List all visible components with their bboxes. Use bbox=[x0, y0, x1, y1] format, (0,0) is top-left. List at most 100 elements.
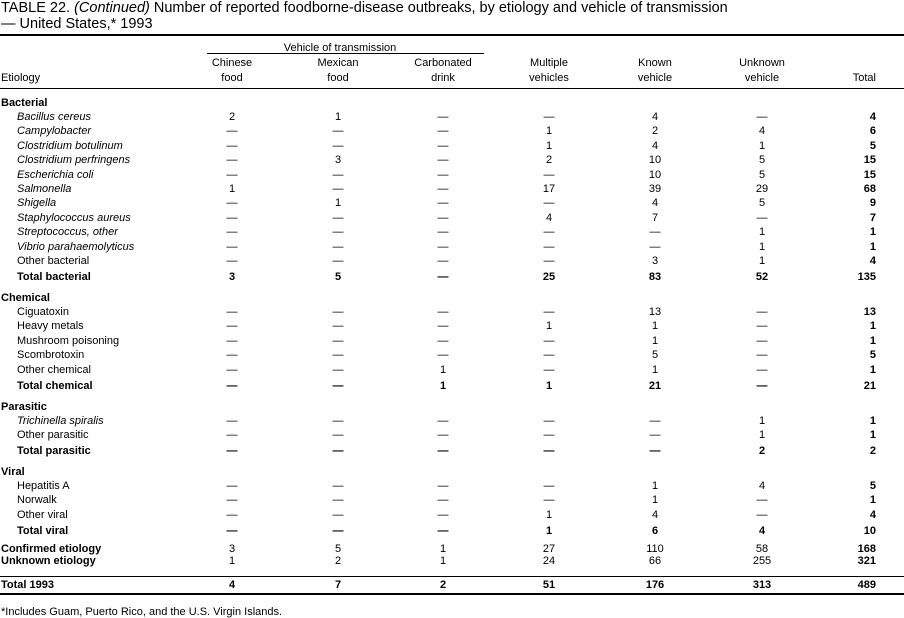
column-header: Mexican bbox=[317, 57, 359, 69]
cell: — bbox=[437, 494, 449, 507]
cell: 1 bbox=[758, 139, 766, 152]
cell: 4 bbox=[651, 197, 659, 210]
cell: — bbox=[226, 125, 238, 138]
cell: 15 bbox=[863, 154, 876, 167]
cell: 4 bbox=[869, 111, 876, 123]
column-header: vehicle bbox=[744, 72, 780, 84]
cell: — bbox=[332, 240, 344, 253]
cell: — bbox=[543, 111, 555, 123]
cell: 13 bbox=[863, 306, 876, 318]
cell: — bbox=[649, 414, 661, 427]
cell: 39 bbox=[648, 183, 662, 195]
cell: 1 bbox=[651, 363, 659, 376]
row-label: Vibrio parahaemolyticus bbox=[17, 240, 135, 253]
cell: 5 bbox=[758, 197, 766, 210]
cell: 13 bbox=[648, 306, 662, 318]
cell: 1 bbox=[869, 226, 876, 239]
cell: 15 bbox=[863, 168, 876, 181]
group-rule bbox=[207, 53, 484, 54]
cell: — bbox=[332, 445, 344, 457]
cell: 58 bbox=[755, 542, 769, 555]
row-label: Heavy metals bbox=[17, 320, 84, 333]
row-label: Clostridium botulinum bbox=[17, 139, 123, 152]
cell: — bbox=[543, 445, 555, 457]
cell: — bbox=[332, 320, 344, 333]
cell: 313 bbox=[752, 579, 772, 591]
cell: 83 bbox=[648, 271, 662, 283]
cell: 321 bbox=[857, 554, 876, 567]
cell: — bbox=[756, 211, 768, 224]
cell: — bbox=[332, 168, 344, 181]
cell: 1 bbox=[439, 554, 447, 567]
cell: — bbox=[756, 334, 768, 347]
cell: — bbox=[226, 363, 238, 376]
cell: 1 bbox=[545, 320, 553, 333]
cell: 4 bbox=[651, 111, 659, 123]
column-header: drink bbox=[431, 72, 455, 84]
cell: 1 bbox=[545, 125, 553, 138]
cell: — bbox=[437, 271, 449, 283]
cell: 1 bbox=[228, 183, 236, 195]
column-header: Total bbox=[852, 72, 876, 84]
cell: 5 bbox=[869, 139, 876, 152]
top-rule bbox=[0, 34, 904, 36]
cell: 1 bbox=[651, 320, 659, 333]
continued: (Continued) bbox=[74, 0, 150, 16]
cell: — bbox=[437, 508, 449, 521]
cell: — bbox=[437, 226, 449, 239]
cell: — bbox=[332, 524, 344, 537]
cell: — bbox=[332, 306, 344, 318]
cell: 1 bbox=[651, 334, 659, 347]
cell: 27 bbox=[542, 542, 556, 555]
cell: — bbox=[543, 306, 555, 318]
cell: 1 bbox=[869, 320, 876, 333]
column-header: vehicle bbox=[637, 72, 673, 84]
cell: 1 bbox=[545, 508, 553, 521]
cell: — bbox=[543, 363, 555, 376]
cell: — bbox=[437, 240, 449, 253]
cell: — bbox=[756, 508, 768, 521]
column-header: food bbox=[221, 72, 243, 84]
cell: — bbox=[332, 480, 344, 492]
row-label: Clostridium perfringens bbox=[17, 154, 131, 167]
cell: — bbox=[226, 211, 238, 224]
cell: — bbox=[332, 363, 344, 376]
cell: — bbox=[437, 320, 449, 333]
cell: 4 bbox=[758, 480, 766, 492]
cell: 1 bbox=[869, 334, 876, 347]
cell: — bbox=[649, 226, 661, 239]
cell: 1 bbox=[228, 554, 236, 567]
cell: 7 bbox=[651, 211, 659, 224]
cell: 4 bbox=[651, 508, 659, 521]
cell: — bbox=[756, 363, 768, 376]
cell: — bbox=[437, 414, 449, 427]
bottom-rule bbox=[0, 593, 904, 595]
cell: — bbox=[437, 183, 449, 195]
cell: 1 bbox=[439, 363, 447, 376]
cell: 10 bbox=[863, 524, 876, 537]
cell: 5 bbox=[334, 542, 342, 555]
row-label: Other chemical bbox=[17, 363, 91, 376]
row-label: Norwalk bbox=[17, 494, 57, 507]
grand-total-label: Total 1993 bbox=[1, 579, 54, 591]
column-header: Chinese bbox=[211, 57, 253, 69]
cell: 1 bbox=[869, 494, 876, 507]
cell: — bbox=[437, 524, 449, 537]
cell: 1 bbox=[869, 240, 876, 253]
cell: — bbox=[437, 255, 449, 267]
cell: — bbox=[437, 445, 449, 457]
cell: 255 bbox=[752, 554, 772, 567]
summary-label: Confirmed etiology bbox=[1, 542, 102, 555]
row-label: Campylobacter bbox=[17, 125, 91, 138]
cell: 1 bbox=[651, 480, 659, 492]
cell: 17 bbox=[542, 183, 556, 195]
cell: 25 bbox=[542, 271, 556, 283]
cell: — bbox=[437, 306, 449, 318]
cell: — bbox=[226, 349, 238, 362]
cell: — bbox=[437, 211, 449, 224]
title-line2: — United States,* 1993 bbox=[1, 16, 153, 32]
cell: — bbox=[226, 524, 238, 537]
cell: 5 bbox=[869, 480, 876, 492]
cell: — bbox=[649, 445, 661, 457]
cell: 7 bbox=[869, 211, 876, 224]
